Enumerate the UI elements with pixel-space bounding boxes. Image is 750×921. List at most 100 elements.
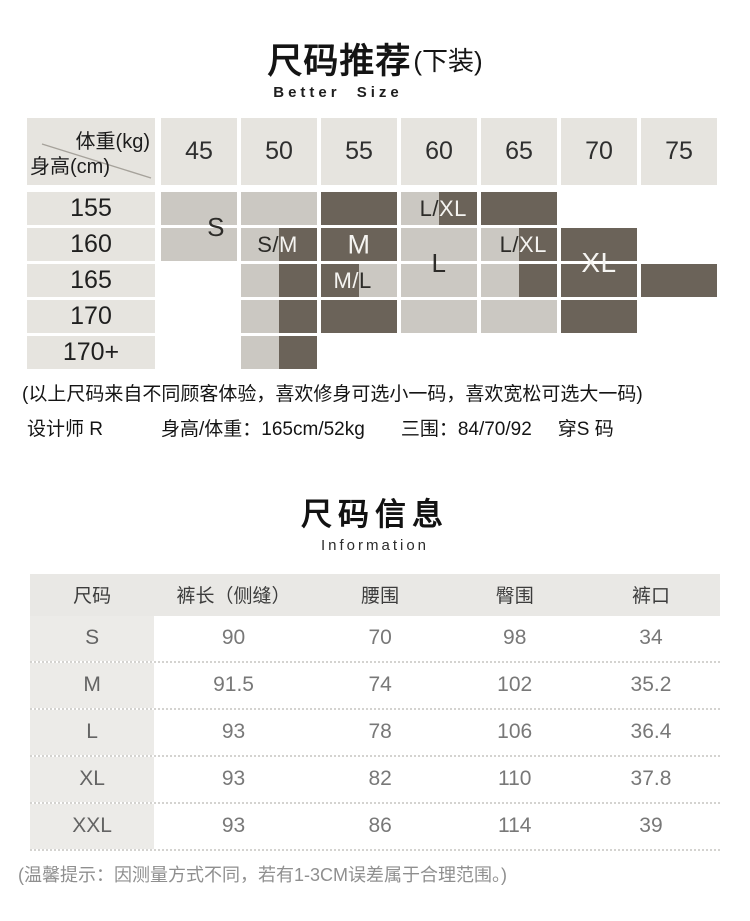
grid-cell-half [279,264,317,298]
section2-header: 尺码信息 Information [0,496,750,553]
grid-weight-header: 50 [241,118,317,186]
grid-row: 165 [27,264,717,298]
info-table-cell: 93 [221,720,246,744]
grid-cell [641,300,717,333]
grid-cell-half [439,264,477,298]
grid-cell-half [241,192,279,226]
grid-cell [641,192,717,225]
grid-cell-half [401,264,439,298]
designer-info-line: 设计师 R 身高/体重：165cm/52kg 三围：84/70/92 穿S 码 [27,415,750,444]
grid-cell [401,336,477,369]
grid-cell-half [199,192,237,226]
grid-cell-half [641,192,679,225]
grid-cell [481,228,557,262]
grid-cell-half [561,264,599,298]
grid-cell-half [679,228,717,261]
grid-cell-half [561,228,599,262]
grid-cell-half [561,300,599,334]
size-experience-note: (以上尺码来自不同顾客体验，喜欢修身可选小一码，喜欢宽松可选大一码) [22,384,643,406]
info-table-cell: 110 [497,767,532,791]
info-table-cell: 74 [368,673,392,697]
grid-cell [241,192,317,226]
grid-cell-half [401,192,439,226]
section2-subtitle: Information [320,536,430,554]
grid-cell [561,336,637,369]
grid-cell-half [321,336,359,369]
grid-cell [321,264,397,298]
info-table-size-cell: S [30,615,155,661]
grid-cell-half [161,228,199,262]
info-table-header-cell: 臀围 [495,586,534,608]
info-table-cell: 39 [639,814,663,838]
grid-cell [561,192,637,225]
info-table-header-row: 尺码 裤长（侧缝） 腰围 臀围 裤口 [30,573,720,616]
info-table-row: XXL 93 86 114 39 [30,803,720,851]
grid-cell-half [561,336,599,369]
section1-subtitle: Better Size [273,84,403,102]
info-table-header-cell: 裤口 [631,586,670,608]
grid-cell [161,264,237,297]
grid-weight-header: 65 [481,118,557,186]
grid-cell-half [199,228,237,262]
grid-weight-header: 75 [641,118,717,186]
info-table-size-cell: XL [30,756,155,802]
info-table-cell: 78 [368,720,392,744]
info-table-cell: 35.2 [630,673,672,697]
size-recommendation-grid: 体重(kg) 身高(cm) 45 50 55 60 65 70 75 155 160 165 170 17… [27,118,717,370]
grid-cell-half [359,336,397,369]
grid-cell [641,336,717,369]
grid-cell [241,336,317,370]
grid-cell-half [161,264,199,297]
grid-cell [401,228,477,262]
grid-cell-half [641,228,679,261]
info-table-cell: 37.8 [630,767,672,791]
grid-cell-half [481,192,519,226]
grid-cell [321,192,397,226]
grid-cell-half [599,264,637,298]
grid-cell-half [321,192,359,226]
info-table-row: S 90 70 98 34 [30,615,720,663]
grid-cell-half [679,192,717,225]
info-table-header-cell: 腰围 [361,586,400,608]
grid-cell-half [321,228,359,262]
grid-corner-cell: 体重(kg) 身高(cm) [27,118,155,186]
grid-cell-half [279,300,317,334]
grid-cell [561,264,637,298]
grid-cell [321,228,397,262]
info-table-cell: 34 [639,626,663,650]
grid-cell-half [401,336,439,369]
grid-cell-half [599,192,637,225]
grid-cell [481,264,557,298]
grid-cell-half [359,228,397,262]
info-table-row: M 91.5 74 102 35.2 [30,662,720,710]
section1-title-line: 尺码推荐 (下装) [267,42,482,82]
grid-cell-half [199,264,237,297]
grid-row: 170+ [27,336,717,370]
grid-cell-half [359,264,397,298]
grid-cell-half [279,228,317,262]
info-table-size-cell: L [30,709,155,755]
grid-cell-half [359,300,397,334]
size-info-table: 尺码 裤长（侧缝） 腰围 臀围 裤口 S 90 70 98 34 M 91.5 74 102 35.2 L 93… [30,573,720,851]
grid-cell-half [279,336,317,370]
info-table-cell: 98 [503,626,527,650]
info-table-cell: 70 [368,626,392,650]
grid-cell [321,336,397,369]
info-table-header-cell: 裤长（侧缝） [176,586,291,608]
grid-cell-half [161,300,199,333]
grid-cell [401,192,477,226]
grid-cell-half [519,336,557,369]
grid-height-label: 165 [27,264,155,298]
info-table-cell: 106 [497,720,533,744]
grid-cell-half [599,228,637,262]
grid-cell [401,300,477,334]
info-table-size-cell: M [30,662,155,708]
grid-cell-half [241,300,279,334]
grid-height-label: 160 [27,228,155,262]
grid-cell-half [279,192,317,226]
grid-cell [401,264,477,298]
designer-measurements: 三围：84/70/92 [400,418,532,440]
grid-header-row: 体重(kg) 身高(cm) 45 50 55 60 65 70 75 [27,118,717,186]
grid-corner-height-label: 身高(cm) [30,156,110,179]
grid-height-label: 155 [27,192,155,226]
